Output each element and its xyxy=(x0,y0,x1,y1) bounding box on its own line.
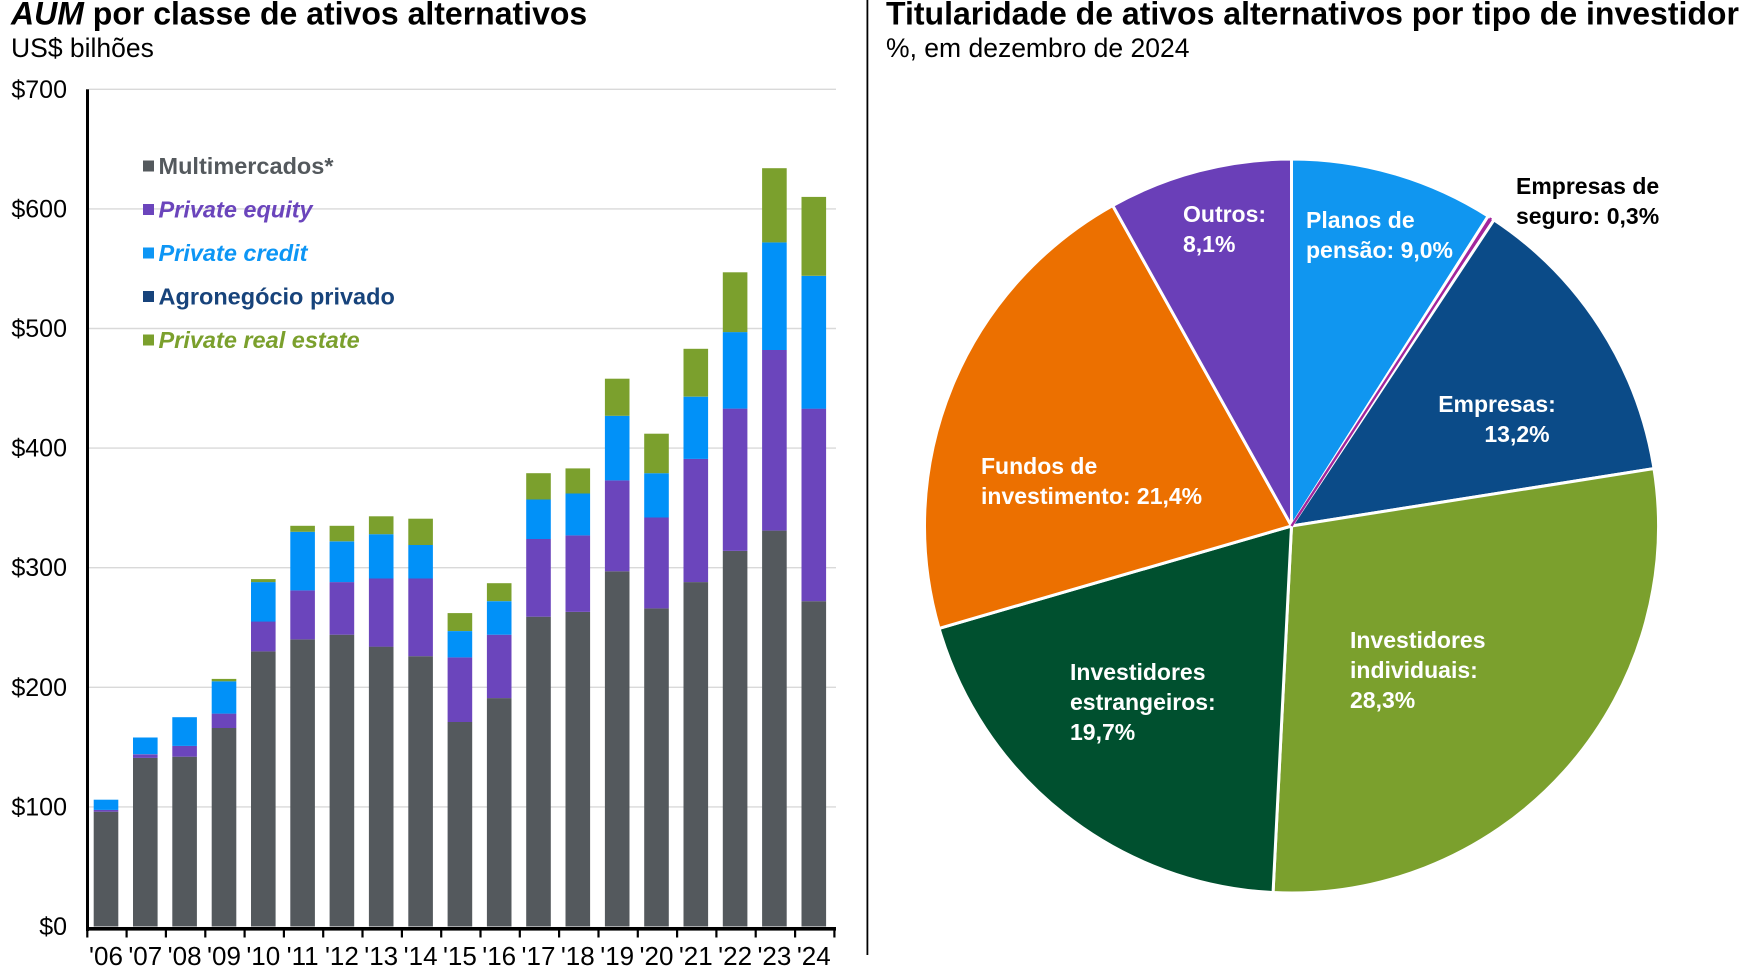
svg-text:Empresas de: Empresas de xyxy=(1516,173,1659,199)
svg-text:$500: $500 xyxy=(11,315,67,343)
svg-text:'18: '18 xyxy=(561,941,595,971)
svg-text:Outros:: Outros: xyxy=(1183,201,1266,227)
svg-text:'22: '22 xyxy=(718,941,752,971)
svg-text:'10: '10 xyxy=(246,941,280,971)
svg-text:19,7%: 19,7% xyxy=(1070,719,1135,745)
svg-text:'11: '11 xyxy=(287,941,319,971)
svg-text:$600: $600 xyxy=(11,195,67,223)
svg-text:Titularidade de ativos alterna: Titularidade de ativos alternativos por … xyxy=(886,0,1739,32)
svg-text:28,3%: 28,3% xyxy=(1350,687,1415,713)
svg-text:Investidores: Investidores xyxy=(1350,627,1486,653)
svg-text:Private real estate: Private real estate xyxy=(159,327,360,353)
svg-text:Fundos de: Fundos de xyxy=(981,453,1097,479)
svg-text:$100: $100 xyxy=(11,793,67,821)
svg-text:Planos de: Planos de xyxy=(1306,207,1415,233)
svg-text:Investidores: Investidores xyxy=(1070,659,1206,685)
svg-text:AUM por classe de ativos alter: AUM por classe de ativos alternativos xyxy=(10,0,587,32)
svg-text:$200: $200 xyxy=(11,674,67,702)
svg-text:Multimercados*: Multimercados* xyxy=(159,153,335,179)
svg-text:seguro: 0,3%: seguro: 0,3% xyxy=(1516,203,1659,229)
svg-text:$0: $0 xyxy=(39,913,67,941)
svg-text:'16: '16 xyxy=(482,941,516,971)
svg-text:'12: '12 xyxy=(325,941,359,971)
svg-text:'24: '24 xyxy=(797,941,831,971)
svg-text:Empresas:: Empresas: xyxy=(1438,391,1556,417)
svg-text:Agronegócio privado: Agronegócio privado xyxy=(159,284,395,310)
svg-text:'21: '21 xyxy=(679,941,713,971)
svg-text:8,1%: 8,1% xyxy=(1183,231,1235,257)
svg-text:'19: '19 xyxy=(600,941,634,971)
svg-text:individuais:: individuais: xyxy=(1350,657,1478,683)
svg-text:'06: '06 xyxy=(89,941,123,971)
svg-text:'08: '08 xyxy=(168,941,202,971)
svg-text:$400: $400 xyxy=(11,435,67,463)
svg-text:Private equity: Private equity xyxy=(159,197,315,223)
svg-text:'23: '23 xyxy=(757,941,791,971)
svg-text:US$ bilhões: US$ bilhões xyxy=(11,33,154,63)
svg-text:Private credit: Private credit xyxy=(159,240,309,266)
svg-text:$700: $700 xyxy=(11,76,67,104)
svg-text:'15: '15 xyxy=(443,941,477,971)
svg-text:estrangeiros:: estrangeiros: xyxy=(1070,689,1216,715)
svg-text:'14: '14 xyxy=(404,941,438,971)
svg-text:'09: '09 xyxy=(207,941,241,971)
svg-text:'17: '17 xyxy=(522,941,556,971)
svg-text:investimento: 21,4%: investimento: 21,4% xyxy=(981,483,1202,509)
svg-text:13,2%: 13,2% xyxy=(1484,421,1549,447)
svg-text:'13: '13 xyxy=(364,941,398,971)
svg-text:pensão: 9,0%: pensão: 9,0% xyxy=(1306,237,1453,263)
svg-text:$300: $300 xyxy=(11,554,67,582)
svg-text:'20: '20 xyxy=(640,941,674,971)
svg-text:'07: '07 xyxy=(128,941,162,971)
svg-text:%, em dezembro de 2024: %, em dezembro de 2024 xyxy=(886,33,1189,63)
